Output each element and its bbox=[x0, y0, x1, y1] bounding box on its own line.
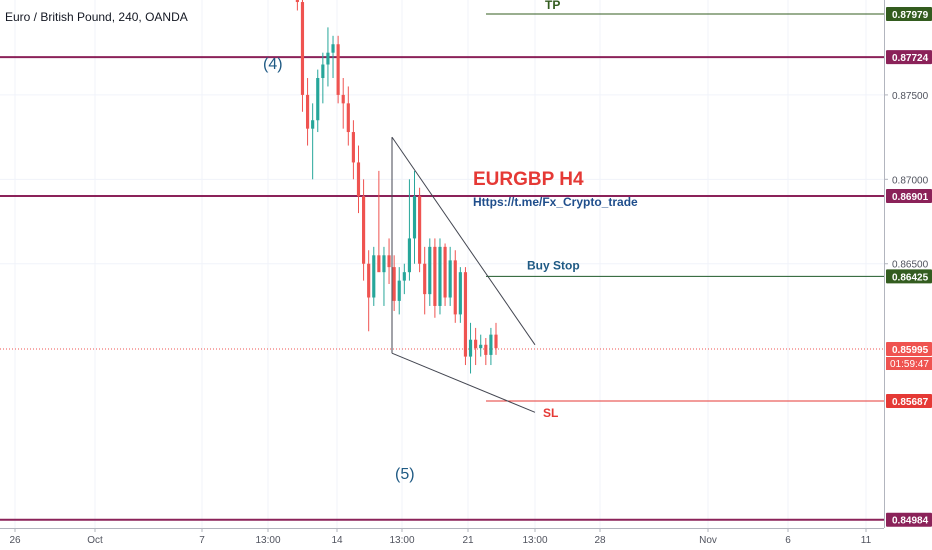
candle-body bbox=[356, 162, 361, 197]
badge-sl-bg bbox=[886, 394, 932, 409]
candle-body bbox=[336, 44, 340, 95]
level-name-tp: TP bbox=[545, 0, 560, 12]
badge-buy-label: 0.86425 bbox=[892, 272, 929, 283]
price-badges: 0.905500.877240.869010.849840.879790.864… bbox=[886, 7, 932, 527]
candle-body bbox=[453, 260, 457, 315]
badge-r4-bg bbox=[886, 512, 932, 527]
candle-body bbox=[346, 103, 350, 133]
candle-body bbox=[321, 64, 325, 79]
candle-body bbox=[458, 272, 462, 315]
horizontal-levels bbox=[0, 13, 884, 521]
badge-r3-bg bbox=[886, 189, 932, 204]
candle-body bbox=[311, 120, 315, 129]
candle-body bbox=[494, 334, 498, 349]
time-tick-label: 14 bbox=[331, 535, 343, 546]
time-tick-label: 11 bbox=[861, 535, 872, 546]
candle-body bbox=[382, 255, 386, 273]
badge-r2-label: 0.87724 bbox=[892, 53, 929, 64]
countdown-label: 01:59:47 bbox=[890, 359, 929, 370]
countdown-bg bbox=[886, 357, 932, 371]
candle-body bbox=[484, 344, 488, 355]
candle-body bbox=[423, 263, 427, 295]
time-tick-label: 21 bbox=[462, 535, 474, 546]
triangle-upper-line bbox=[391, 136, 536, 346]
annotation-title: EURGBP H4 bbox=[473, 169, 584, 190]
time-tick-label: 13:00 bbox=[522, 535, 547, 546]
candles bbox=[295, 0, 498, 374]
price-axis[interactable]: 0.910000.900000.895000.890000.885000.875… bbox=[884, 0, 929, 271]
badge-tp-label: 0.87979 bbox=[892, 10, 929, 21]
time-tick-label: 7 bbox=[199, 535, 205, 546]
candle-body bbox=[402, 272, 406, 281]
candle-body bbox=[331, 44, 335, 53]
time-tick-label: 13:00 bbox=[255, 535, 280, 546]
time-tick-label: 13:00 bbox=[389, 535, 414, 546]
time-tick-label: 28 bbox=[594, 535, 606, 546]
time-tick-label: Oct bbox=[87, 535, 103, 546]
candle-body bbox=[448, 260, 452, 298]
badge-r3-label: 0.86901 bbox=[892, 192, 929, 203]
candle-body bbox=[351, 132, 355, 163]
candle-body bbox=[397, 280, 401, 301]
candle-body bbox=[428, 246, 432, 295]
triangle-lower-line bbox=[391, 352, 536, 413]
candle-body bbox=[305, 94, 310, 129]
candle-body bbox=[479, 344, 483, 349]
candle-body bbox=[341, 94, 345, 104]
candle-body bbox=[412, 196, 417, 239]
candle-body bbox=[468, 339, 473, 357]
candle-body bbox=[392, 267, 396, 301]
badge-buy-bg bbox=[886, 269, 932, 284]
badge-sl-label: 0.85687 bbox=[892, 397, 929, 408]
badge-r4-label: 0.84984 bbox=[892, 516, 929, 527]
badge-last-price-label: 0.85995 bbox=[892, 345, 929, 356]
wave-4-label: (4) bbox=[263, 56, 283, 73]
level-name-buy: Buy Stop bbox=[527, 258, 580, 272]
price-tick-label: 0.86500 bbox=[892, 260, 929, 271]
annotations: TP Buy Stop SL bbox=[391, 0, 580, 420]
candle-body bbox=[316, 78, 320, 121]
badge-tp-bg bbox=[886, 7, 932, 22]
candle-body bbox=[367, 263, 371, 298]
candle-body bbox=[443, 246, 447, 298]
time-axis[interactable]: 26 Oct 7 13:00 14 13:00 21 13:00 28 Nov 6 11 bbox=[9, 528, 872, 546]
annotation-link[interactable]: Https://t.me/Fx_Crypto_trade bbox=[473, 195, 638, 209]
candle-body bbox=[326, 52, 330, 65]
candle-body bbox=[300, 2, 305, 95]
price-tick-label: 0.87500 bbox=[892, 91, 929, 102]
time-tick-label: 26 bbox=[9, 535, 21, 546]
level-name-sl: SL bbox=[543, 406, 558, 420]
badge-last-price-bg bbox=[886, 342, 932, 357]
time-tick-label: 6 bbox=[785, 535, 791, 546]
candle-body bbox=[377, 255, 381, 273]
candle-body bbox=[489, 334, 493, 355]
candle-body bbox=[372, 255, 376, 298]
candle-body bbox=[463, 272, 468, 357]
candle-body bbox=[418, 196, 422, 264]
candle-body bbox=[362, 196, 366, 264]
candle-body bbox=[433, 246, 437, 306]
candle-body bbox=[387, 255, 391, 268]
wave-5-label: (5) bbox=[395, 466, 415, 483]
candle-body bbox=[474, 339, 478, 349]
time-tick-label: Nov bbox=[699, 535, 717, 546]
symbol-title: Euro / British Pound, 240, OANDA bbox=[5, 10, 188, 24]
candle-body bbox=[407, 238, 412, 273]
candle-body bbox=[295, 0, 299, 3]
badge-r2-bg bbox=[886, 50, 932, 65]
candle-body bbox=[438, 246, 442, 306]
price-tick-label: 0.87000 bbox=[892, 175, 929, 186]
